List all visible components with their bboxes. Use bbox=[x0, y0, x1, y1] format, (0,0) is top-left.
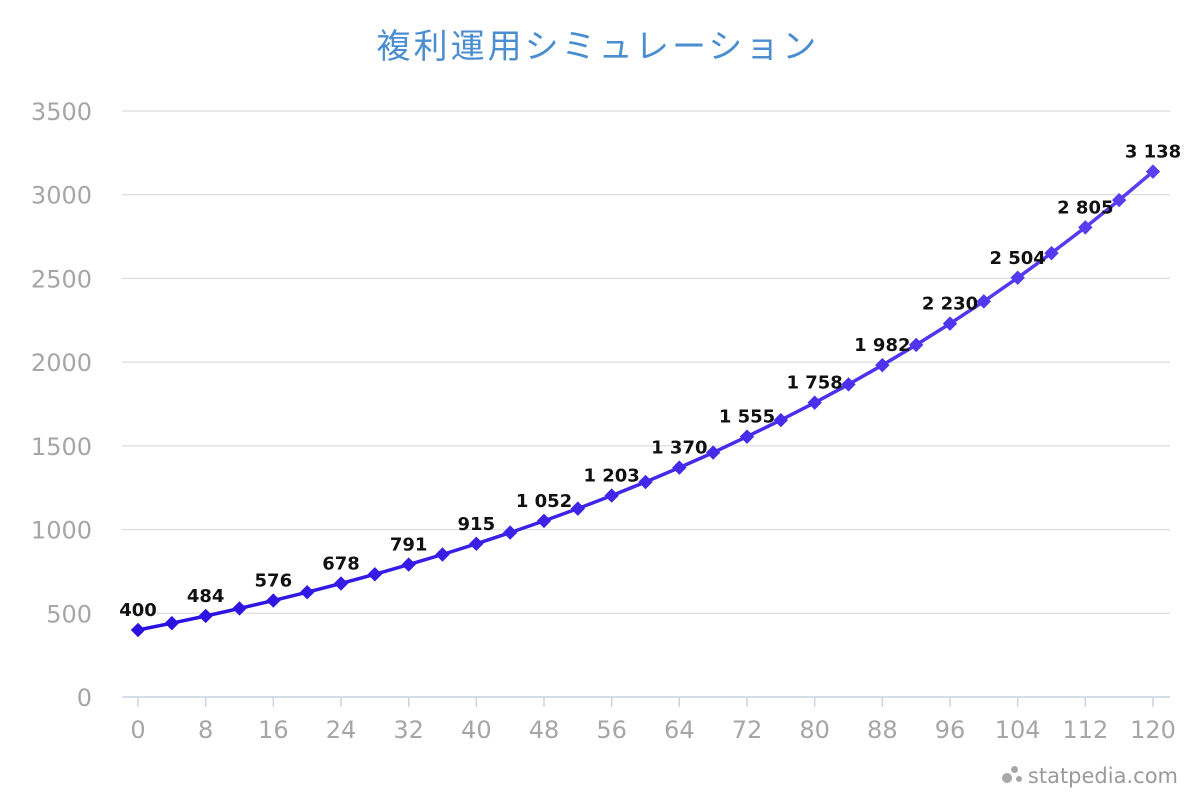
data-point-marker[interactable] bbox=[1044, 245, 1059, 261]
y-tick-label: 2500 bbox=[31, 265, 92, 293]
y-tick-label: 500 bbox=[46, 600, 92, 628]
x-tick-label: 32 bbox=[393, 716, 424, 744]
x-tick-label: 88 bbox=[867, 716, 898, 744]
series-line bbox=[137, 170, 1155, 632]
data-point-marker[interactable] bbox=[333, 576, 349, 591]
data-label: 2 230 bbox=[922, 294, 978, 315]
data-label: 791 bbox=[390, 535, 428, 556]
data-label: 1 370 bbox=[651, 438, 707, 459]
data-point-marker[interactable] bbox=[299, 584, 315, 600]
data-label: 678 bbox=[322, 553, 360, 574]
data-point-marker[interactable] bbox=[130, 622, 146, 638]
x-tick-label: 24 bbox=[326, 716, 357, 744]
watermark-text: statpedia.com bbox=[1027, 764, 1178, 788]
chart-title: 複利運用シミュレーション bbox=[377, 27, 820, 67]
y-tick-label: 0 bbox=[77, 684, 92, 712]
data-labels: 400 484 576 678 791 915 1 052 1 203 1 370 1 555 1 … bbox=[119, 142, 1181, 621]
data-label: 915 bbox=[458, 514, 496, 535]
x-tick-label: 112 bbox=[1062, 716, 1108, 744]
data-point-marker[interactable] bbox=[198, 608, 213, 624]
series bbox=[137, 170, 1155, 632]
x-tick-label: 104 bbox=[995, 716, 1041, 744]
data-point-marker[interactable] bbox=[908, 337, 924, 353]
x-tick-label: 120 bbox=[1130, 716, 1176, 744]
data-point-marker[interactable] bbox=[739, 429, 755, 444]
data-label: 484 bbox=[187, 586, 225, 607]
statpedia-logo-icon bbox=[1001, 766, 1024, 786]
y-tick-label: 2000 bbox=[31, 349, 92, 377]
data-point-marker[interactable] bbox=[266, 593, 281, 608]
x-tick-label: 16 bbox=[258, 716, 289, 744]
x-tick-label: 64 bbox=[664, 716, 695, 744]
grid bbox=[122, 110, 1170, 614]
x-tick-label: 0 bbox=[130, 716, 145, 744]
data-point-marker[interactable] bbox=[638, 474, 653, 490]
data-point-marker[interactable] bbox=[672, 460, 687, 475]
axes: 0 500 1000 1500 2000 2500 3000 3500 0 8 16 24 32 40 48… bbox=[31, 98, 1176, 744]
y-tick-label: 1000 bbox=[31, 517, 92, 545]
data-point-marker[interactable] bbox=[942, 316, 958, 331]
data-label: 2 805 bbox=[1057, 197, 1113, 218]
data-point-marker[interactable] bbox=[1078, 220, 1093, 235]
data-point-marker[interactable] bbox=[536, 513, 552, 529]
data-point-marker[interactable] bbox=[875, 357, 890, 373]
data-label: 1 203 bbox=[583, 466, 639, 487]
data-point-marker[interactable] bbox=[1145, 164, 1161, 179]
data-label: 1 052 bbox=[516, 491, 572, 512]
y-tick-label: 3000 bbox=[31, 182, 92, 210]
y-tick-label: 3500 bbox=[31, 98, 92, 126]
data-point-marker[interactable] bbox=[232, 601, 247, 616]
data-point-marker[interactable] bbox=[502, 525, 518, 540]
data-point-marker[interactable] bbox=[401, 557, 416, 572]
data-label: 576 bbox=[255, 571, 293, 592]
data-point-marker[interactable] bbox=[807, 395, 822, 410]
data-point-marker[interactable] bbox=[705, 445, 721, 460]
y-tick-label: 1500 bbox=[31, 433, 92, 461]
x-tick-label: 80 bbox=[799, 716, 830, 744]
data-label: 1 555 bbox=[719, 407, 775, 428]
data-point-marker[interactable] bbox=[1111, 192, 1127, 208]
data-point-marker[interactable] bbox=[773, 412, 789, 428]
x-tick-label: 8 bbox=[198, 716, 213, 744]
x-tick-label: 40 bbox=[461, 716, 492, 744]
data-point-marker[interactable] bbox=[367, 567, 383, 582]
x-tick-label: 56 bbox=[596, 716, 627, 744]
data-point-marker[interactable] bbox=[469, 536, 484, 552]
data-label: 3 138 bbox=[1125, 142, 1181, 163]
data-label: 2 504 bbox=[989, 248, 1045, 269]
data-point-marker[interactable] bbox=[976, 294, 992, 309]
markers bbox=[130, 164, 1161, 638]
data-point-marker[interactable] bbox=[841, 377, 856, 392]
data-label: 1 982 bbox=[854, 335, 910, 356]
x-tick-label: 48 bbox=[529, 716, 560, 744]
x-tick-label: 96 bbox=[935, 716, 966, 744]
data-point-marker[interactable] bbox=[435, 547, 450, 562]
data-point-marker[interactable] bbox=[1010, 270, 1025, 285]
data-point-marker[interactable] bbox=[604, 488, 619, 503]
data-point-marker[interactable] bbox=[570, 501, 586, 516]
data-label: 1 758 bbox=[786, 373, 842, 394]
data-point-marker[interactable] bbox=[164, 615, 180, 631]
x-tick-label: 72 bbox=[732, 716, 763, 744]
data-label: 400 bbox=[119, 600, 157, 621]
watermark[interactable]: statpedia.com bbox=[1001, 764, 1178, 788]
